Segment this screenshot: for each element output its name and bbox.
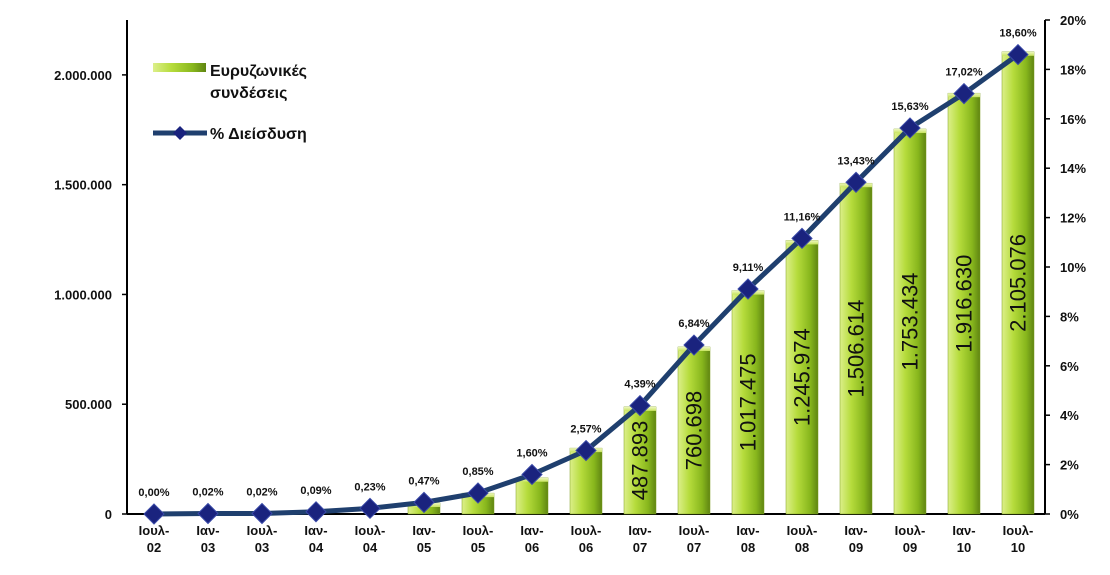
penetration-label: 4,39% xyxy=(624,379,655,391)
line-marker xyxy=(845,171,867,193)
x-tick-label: Ιαν-09 xyxy=(844,523,867,555)
legend-bar-label-line2: συνδέσεις xyxy=(210,85,287,102)
x-tick-label: Ιουλ-04 xyxy=(355,523,386,555)
line-marker xyxy=(953,82,975,105)
x-tick-label: Ιουλ-03 xyxy=(247,523,278,555)
x-tick-label: Ιαν-08 xyxy=(736,523,759,555)
right-tick-label: 6% xyxy=(1060,359,1079,374)
x-tick-label: Ιαν-04 xyxy=(304,523,327,555)
x-tick-label: Ιουλ-06 xyxy=(571,523,602,555)
x-tick-label: Ιουλ-08 xyxy=(787,523,818,555)
left-tick-label: 2.000.000 xyxy=(54,68,112,83)
bar-series xyxy=(407,51,1035,515)
line-marker xyxy=(1007,43,1029,66)
line-marker xyxy=(521,463,543,486)
penetration-label: 9,11% xyxy=(733,262,764,274)
bar-value-label: 1.245.974 xyxy=(790,328,815,426)
x-tick-label: Ιαν-07 xyxy=(628,523,651,555)
penetration-label: 1,60% xyxy=(516,447,547,459)
right-tick-label: 0% xyxy=(1060,507,1079,522)
penetration-label: 0,02% xyxy=(192,487,223,499)
legend: Ευρυζωνικές συνδέσεις % Διείσδυση xyxy=(153,63,307,143)
legend-line-marker xyxy=(173,126,187,140)
bar-value-label: 2.105.076 xyxy=(1006,234,1031,332)
line-marker xyxy=(629,394,651,417)
right-axis-ticks: 0% 2% 4% 6% 8% 10% 12% 14% 16% 18% 20% xyxy=(1045,13,1086,522)
x-tick-label: Ιαν-10 xyxy=(952,523,975,555)
line-marker xyxy=(413,491,435,514)
line-marker xyxy=(683,334,705,356)
line-marker xyxy=(899,117,921,139)
x-tick-label: Ιουλ-07 xyxy=(679,523,710,555)
line-marker xyxy=(305,501,327,523)
bar-value-label: 1.017.475 xyxy=(736,353,761,451)
bar-value-label: 1.506.614 xyxy=(844,300,869,398)
x-tick-label: Ιαν-06 xyxy=(520,523,543,555)
line-marker xyxy=(467,482,489,504)
x-tick-label: Ιουλ-05 xyxy=(463,523,494,555)
x-axis-tick-labels: Ιουλ-02 Ιαν-03 Ιουλ-03 Ιαν-04 Ιουλ-04 Ιαν-05 Ι… xyxy=(139,523,1034,555)
legend-line-label: % Διείσδυση xyxy=(210,126,307,143)
bar xyxy=(623,406,657,515)
x-tick-label: Ιουλ-09 xyxy=(895,523,926,555)
bar xyxy=(893,128,927,515)
penetration-label: 2,57% xyxy=(570,424,601,436)
bar xyxy=(785,240,819,515)
right-tick-label: 4% xyxy=(1060,408,1079,423)
penetration-label: 15,63% xyxy=(891,101,929,113)
x-tick-label: Ιαν-05 xyxy=(412,523,435,555)
left-tick-label: 1.500.000 xyxy=(54,178,112,193)
penetration-label: 0,09% xyxy=(300,485,331,497)
line-marker xyxy=(575,439,597,462)
bar-value-label: 1.753.434 xyxy=(898,273,923,371)
line-series xyxy=(143,43,1029,525)
penetration-label: 0,02% xyxy=(246,487,277,499)
right-tick-label: 10% xyxy=(1060,260,1086,275)
x-tick-label: Ιουλ-02 xyxy=(139,523,170,555)
line-marker xyxy=(359,497,381,520)
legend-bar-label-line1: Ευρυζωνικές xyxy=(210,63,307,80)
right-tick-label: 12% xyxy=(1060,211,1086,226)
line-marker xyxy=(791,227,813,250)
right-tick-label: 18% xyxy=(1060,62,1086,77)
left-tick-label: 1.000.000 xyxy=(54,287,112,302)
right-tick-label: 20% xyxy=(1060,13,1086,28)
bar-data-labels: 487.893 760.698 1.017.475 1.245.974 1.506.61… xyxy=(628,234,1031,500)
x-tick-label: Ιουλ-10 xyxy=(1003,523,1034,555)
penetration-label: 18,60% xyxy=(999,28,1037,40)
line-data-labels: 0,00% 0,02% 0,02% 0,09% 0,23% 0,47% 0,85% 1,60%… xyxy=(138,28,1036,499)
line-marker xyxy=(251,502,273,525)
right-tick-label: 8% xyxy=(1060,309,1079,324)
penetration-label: 0,00% xyxy=(138,487,169,499)
penetration-label: 0,85% xyxy=(462,466,493,478)
line-marker xyxy=(143,503,165,525)
left-axis-ticks: 0 500.000 1.000.000 1.500.000 2.000.000 xyxy=(54,68,127,522)
right-tick-label: 16% xyxy=(1060,112,1086,127)
penetration-label: 0,47% xyxy=(408,475,439,487)
right-tick-label: 14% xyxy=(1060,161,1086,176)
bar-value-label: 760.698 xyxy=(682,391,707,471)
penetration-label: 13,43% xyxy=(837,155,875,167)
bar xyxy=(947,92,981,515)
line-marker xyxy=(197,502,219,525)
x-tick-label: Ιαν-03 xyxy=(196,523,219,555)
left-tick-label: 0 xyxy=(105,507,112,522)
penetration-label: 17,02% xyxy=(945,67,983,79)
right-tick-label: 2% xyxy=(1060,458,1079,473)
penetration-label: 6,84% xyxy=(678,318,709,330)
left-tick-label: 500.000 xyxy=(65,397,112,412)
bar-value-label: 1.916.630 xyxy=(952,255,977,353)
bar-value-label: 487.893 xyxy=(628,421,653,501)
bar xyxy=(677,346,711,515)
line-marker xyxy=(737,278,759,300)
legend-bar-swatch xyxy=(153,63,206,72)
penetration-label: 0,23% xyxy=(354,481,385,493)
penetration-label: 11,16% xyxy=(784,211,821,223)
